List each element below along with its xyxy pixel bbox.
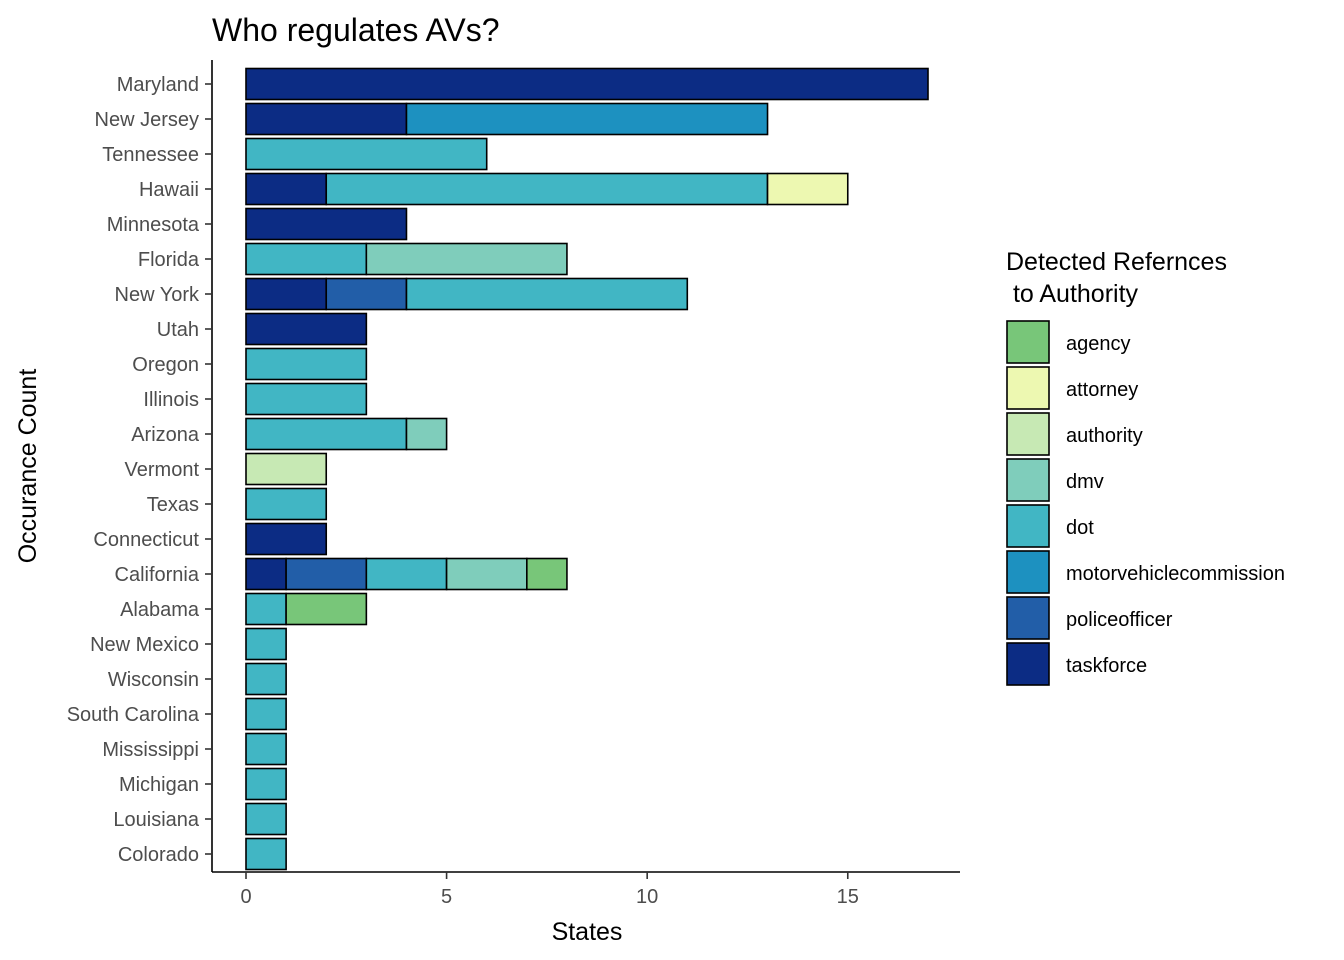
y-tick-label: South Carolina — [67, 704, 200, 726]
y-tick-label: California — [115, 564, 200, 586]
y-tick-label: Illinois — [143, 389, 199, 411]
legend-label-agency: agency — [1066, 333, 1131, 355]
x-tick-label: 15 — [837, 886, 859, 908]
legend-key-taskforce — [1006, 642, 1050, 686]
legend-key-attorney — [1006, 366, 1050, 410]
bar-new-york-policeofficer — [325, 277, 408, 311]
y-tick-label: Tennessee — [102, 144, 199, 166]
x-tick-label: 0 — [240, 886, 251, 908]
y-tick-label: Vermont — [125, 459, 200, 481]
bar-hawaii-taskforce — [245, 172, 328, 206]
bar-tennessee-dot — [245, 137, 488, 171]
legend-key-dot — [1006, 504, 1050, 548]
bar-california-taskforce — [245, 557, 287, 591]
bar-connecticut-taskforce — [245, 522, 328, 556]
y-tick-label: Utah — [157, 319, 199, 341]
legend-key-authority — [1006, 412, 1050, 456]
legend: Detected Refernces to Authority agency att… — [1006, 248, 1285, 686]
legend-label-dmv: dmv — [1066, 471, 1104, 493]
legend-label-authority: authority — [1066, 425, 1143, 447]
y-tick-label: Texas — [147, 494, 199, 516]
bar-new-york-dot — [405, 277, 689, 311]
y-axis: Maryland New Jersey Tennessee Hawaii Minneso… — [67, 60, 213, 872]
y-tick-label: Hawaii — [139, 179, 199, 201]
x-tick-label: 5 — [441, 886, 452, 908]
legend-label-dot: dot — [1066, 517, 1094, 539]
bar-new-york-taskforce — [245, 277, 328, 311]
x-tick-label: 10 — [636, 886, 658, 908]
bar-wisconsin-dot — [245, 662, 287, 696]
y-tick-label: Arizona — [131, 424, 200, 446]
legend-key-motorvehiclecommission — [1006, 550, 1050, 594]
legend-key-agency — [1006, 320, 1050, 364]
bar-south-carolina-dot — [245, 697, 287, 731]
y-tick-label: New Jersey — [95, 109, 199, 131]
bar-maryland-taskforce — [245, 67, 929, 101]
bar-california-agency — [526, 557, 568, 591]
y-tick-label: Connecticut — [93, 529, 199, 551]
bar-arizona-dmv — [405, 417, 448, 451]
bar-texas-dot — [245, 487, 328, 521]
bar-mississippi-dot — [245, 732, 287, 766]
legend-label-taskforce: taskforce — [1066, 655, 1147, 677]
bar-arizona-dot — [245, 417, 408, 451]
legend-key-dmv — [1006, 458, 1050, 502]
legend-label-attorney: attorney — [1066, 379, 1138, 401]
bar-california-policeofficer — [285, 557, 368, 591]
y-tick-label: Minnesota — [107, 214, 200, 236]
bar-utah-taskforce — [245, 312, 368, 346]
bar-california-dot — [365, 557, 448, 591]
bar-new-jersey-motorvehiclecommission — [405, 102, 769, 136]
bar-vermont-authority — [245, 452, 328, 486]
y-tick-label: Oregon — [132, 354, 199, 376]
bar-new-jersey-taskforce — [245, 102, 408, 136]
bar-hawaii-attorney — [766, 172, 849, 206]
bars-layer — [245, 67, 929, 871]
bar-alabama-dot — [245, 592, 287, 626]
y-tick-label: New York — [115, 284, 200, 306]
y-tick-label: Louisiana — [113, 809, 200, 831]
bar-michigan-dot — [245, 767, 287, 801]
legend-title: Detected Refernces to Authority — [1006, 248, 1227, 308]
legend-label-policeofficer: policeofficer — [1066, 609, 1173, 631]
legend-label-motorvehiclecommission: motorvehiclecommission — [1066, 563, 1285, 585]
y-tick-label: New Mexico — [90, 634, 199, 656]
bar-illinois-dot — [245, 382, 368, 416]
y-axis-title: Occurance Count — [14, 369, 42, 564]
y-tick-label: Colorado — [118, 844, 199, 866]
bar-new-mexico-dot — [245, 627, 287, 661]
y-tick-label: Michigan — [119, 774, 199, 796]
bar-oregon-dot — [245, 347, 368, 381]
bar-california-dmv — [445, 557, 528, 591]
y-tick-label: Mississippi — [102, 739, 199, 761]
y-tick-label: Alabama — [120, 599, 200, 621]
y-tick-label: Florida — [138, 249, 200, 271]
y-tick-label: Wisconsin — [108, 669, 199, 691]
bar-alabama-agency — [285, 592, 368, 626]
chart-title: Who regulates AVs? — [212, 12, 500, 48]
bar-florida-dot — [245, 242, 368, 276]
bar-florida-dmv — [365, 242, 568, 276]
bar-louisiana-dot — [245, 802, 287, 836]
bar-colorado-dot — [245, 837, 287, 871]
bar-minnesota-taskforce — [245, 207, 408, 241]
legend-key-policeofficer — [1006, 596, 1050, 640]
bar-hawaii-dot — [325, 172, 769, 206]
x-axis: 0 5 10 15 — [212, 871, 960, 908]
x-axis-title: States — [552, 918, 623, 946]
y-tick-label: Maryland — [117, 74, 199, 96]
